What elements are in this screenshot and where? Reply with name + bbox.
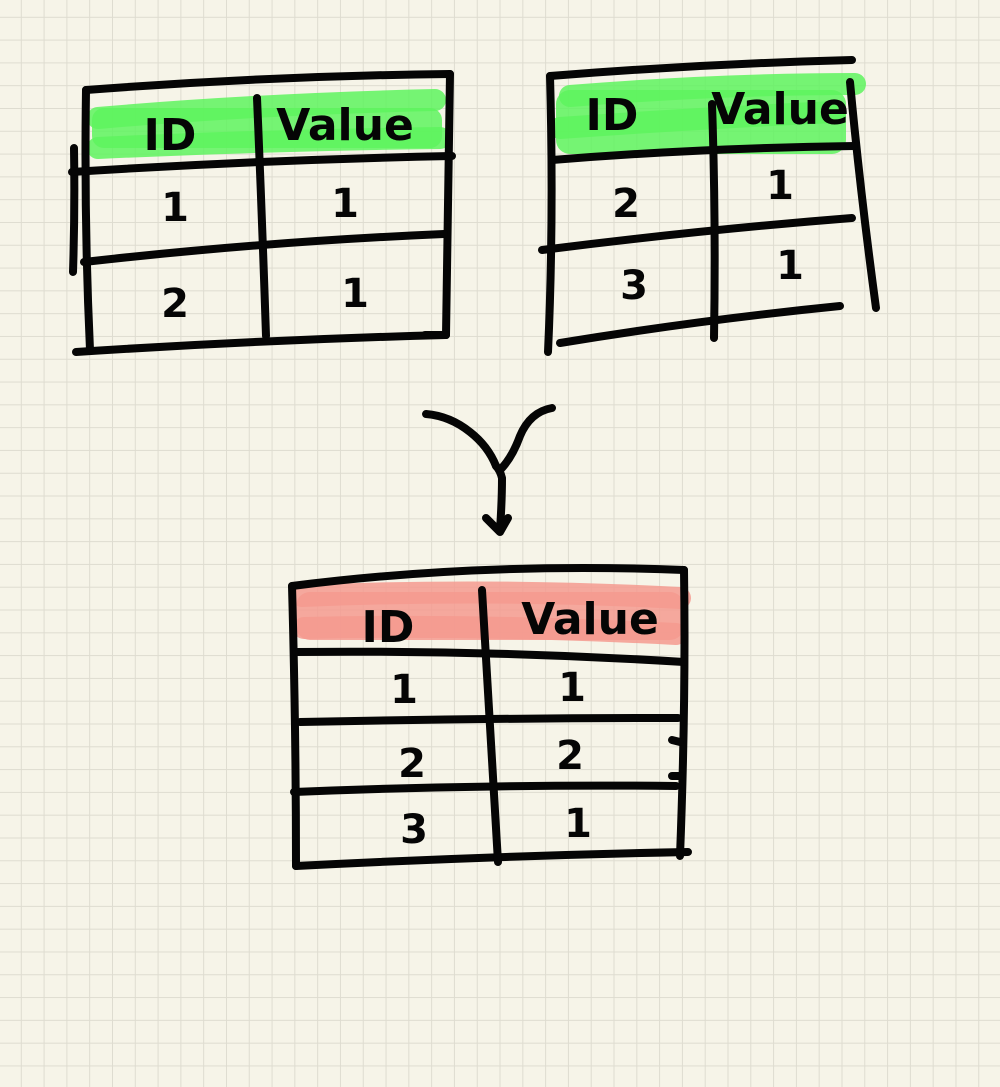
table-cell: 2 <box>161 281 189 327</box>
table-grid <box>538 56 880 356</box>
input-table-left: ID Value 1 1 2 1 <box>68 70 456 356</box>
merge-arrow-icon <box>422 404 556 536</box>
table-cell: 2 <box>398 741 426 787</box>
table-cell: 1 <box>558 665 586 711</box>
table-cell: 1 <box>776 243 804 289</box>
header-highlight <box>87 89 451 159</box>
table-grid <box>68 70 456 356</box>
table-cell: 1 <box>564 801 592 847</box>
table-grid <box>288 564 692 870</box>
table-cell: 1 <box>341 271 369 317</box>
column-header: Value <box>521 594 659 645</box>
table-cell: 2 <box>612 181 640 227</box>
header-highlight <box>549 73 866 154</box>
column-header: ID <box>362 602 415 653</box>
column-header: ID <box>144 110 197 161</box>
table-cell: 1 <box>766 163 794 209</box>
output-table: ID Value 1 1 2 2 3 1 <box>288 564 692 870</box>
column-header: Value <box>711 84 849 135</box>
table-cell: 3 <box>620 263 648 309</box>
table-cell: 3 <box>400 807 428 853</box>
input-table-right: ID Value 2 1 3 1 <box>538 56 880 356</box>
table-cell: 1 <box>390 667 418 713</box>
column-header: Value <box>276 100 414 151</box>
table-cell: 1 <box>331 181 359 227</box>
table-cell: 1 <box>161 185 189 231</box>
column-header: ID <box>586 90 639 141</box>
table-cell: 2 <box>556 733 584 779</box>
